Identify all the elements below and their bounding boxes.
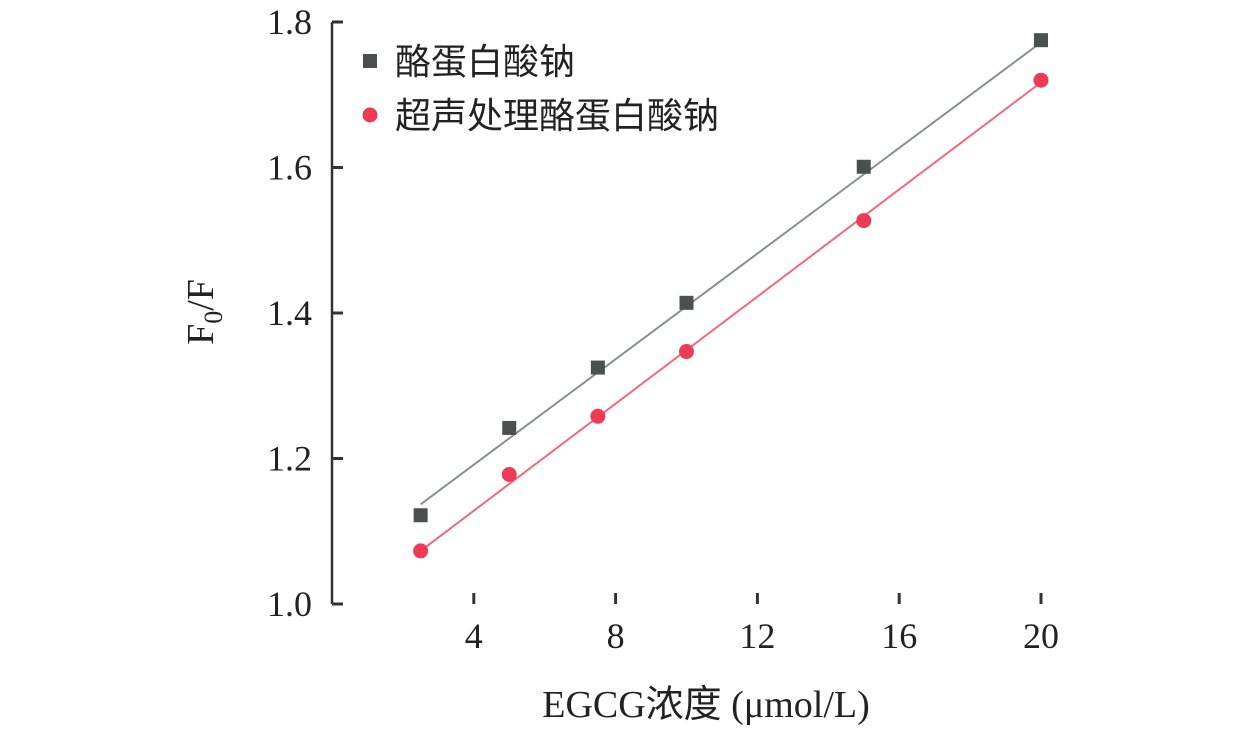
- y-axis-title-main: F: [180, 324, 222, 345]
- y-axis-title-tail: /F: [180, 279, 222, 311]
- legend-marker-series-2: [362, 107, 378, 123]
- fit-lines: [420, 41, 1042, 552]
- y-tick-label: 1.4: [267, 293, 312, 333]
- y-tick-label: 1.8: [267, 2, 312, 42]
- point-series-2: [856, 213, 872, 229]
- point-series-1: [856, 159, 871, 174]
- point-series-1: [1034, 33, 1048, 48]
- legend-label-series-2: 超声处理酪蛋白酸钠: [395, 96, 719, 137]
- x-ticks: 4 8 12 16 20: [465, 593, 1059, 656]
- y-tick-label: 1.6: [267, 148, 312, 188]
- x-axis-title: EGCG浓度 (μmol/L): [542, 684, 870, 726]
- legend-marker-series-1: [363, 54, 377, 68]
- point-series-1: [679, 295, 694, 310]
- y-axis-title-subscript: 0: [199, 311, 228, 324]
- legend-label-series-1: 酪蛋白酸钠: [395, 42, 575, 83]
- x-tick-label: 4: [465, 616, 483, 656]
- legend: 酪蛋白酸钠 超声处理酪蛋白酸钠: [362, 42, 719, 137]
- fit-line-series-2: [420, 81, 1042, 552]
- point-series-1: [502, 420, 517, 435]
- data-points: [413, 33, 1049, 559]
- x-tick-label: 8: [607, 616, 625, 656]
- point-series-1: [413, 508, 428, 523]
- point-series-2: [501, 467, 517, 483]
- point-series-1: [590, 360, 605, 375]
- fit-line-series-1: [420, 41, 1042, 506]
- y-axis-title: F0/F: [180, 279, 228, 345]
- x-tick-label: 12: [739, 616, 775, 656]
- y-tick-label: 1.2: [267, 439, 312, 479]
- y-tick-label: 1.0: [267, 584, 312, 624]
- x-tick-label: 16: [881, 616, 917, 656]
- point-series-2: [413, 543, 429, 559]
- y-ticks: 1.0 1.2 1.4 1.6 1.8: [267, 2, 343, 624]
- x-tick-label: 20: [1023, 616, 1059, 656]
- point-series-2: [590, 408, 606, 424]
- point-series-2: [679, 344, 694, 360]
- point-series-2: [1033, 72, 1049, 88]
